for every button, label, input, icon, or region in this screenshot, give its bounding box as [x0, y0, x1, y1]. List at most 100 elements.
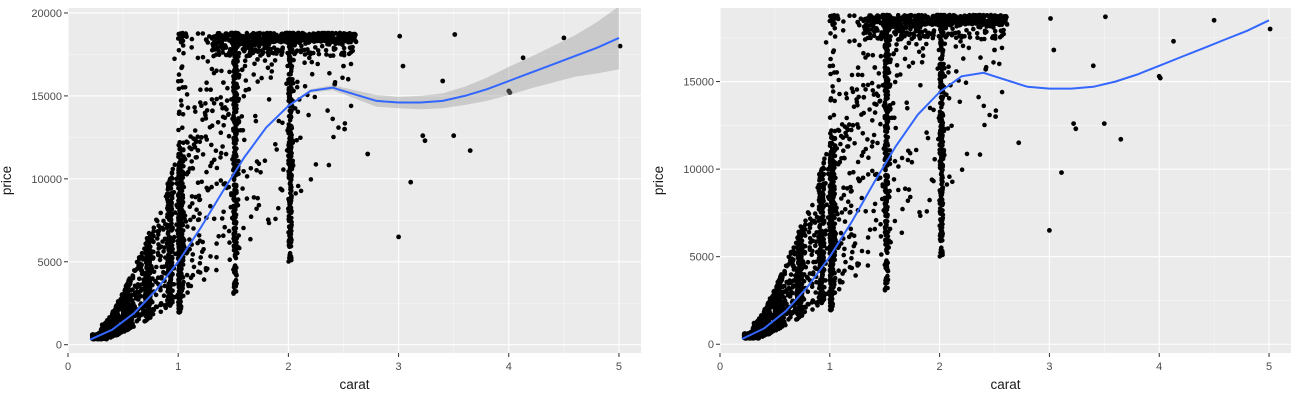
left-cloud-point	[169, 247, 174, 252]
right-cloud-point	[878, 121, 883, 127]
right-cloud-point	[828, 31, 833, 36]
left-cloud-point	[179, 103, 184, 108]
right-cloud-point	[891, 177, 897, 182]
left-ceiling-point	[260, 49, 266, 55]
left-cloud-point	[189, 45, 194, 50]
right-cloud-point	[786, 317, 791, 322]
right-cloud-point	[896, 164, 901, 169]
right-cloud-point	[976, 94, 981, 100]
left-cloud-point	[151, 229, 156, 234]
left-cloud-point	[188, 217, 193, 223]
left-cloud-point	[128, 297, 133, 302]
right-cloud-point	[896, 187, 901, 193]
left-x-axis-title: carat	[339, 377, 369, 392]
left-cloud-point	[165, 243, 171, 249]
left-cloud-point	[186, 152, 192, 158]
right-cloud-point	[859, 195, 865, 201]
left-stripe-point	[233, 246, 238, 251]
left-cloud-point	[269, 62, 275, 67]
left-data-point	[286, 206, 291, 212]
left-cloud-point	[195, 55, 201, 61]
left-stripe-point	[286, 216, 292, 222]
right-cloud-point	[876, 71, 882, 76]
left-cloud-point	[325, 108, 330, 113]
left-cloud-point	[199, 249, 205, 254]
left-cloud-point	[172, 162, 178, 167]
left-stripe-point	[287, 243, 293, 248]
left-cloud-point	[279, 187, 285, 193]
left-cloud-point	[137, 276, 142, 282]
left-cloud-point	[176, 127, 181, 133]
right-cloud-point	[824, 151, 829, 157]
left-cloud-point	[203, 267, 209, 273]
right-cloud-point	[863, 146, 869, 152]
left-stripe-point	[286, 259, 291, 264]
left-data-point	[164, 262, 170, 268]
right-cloud-point	[861, 50, 866, 56]
right-cloud-point	[872, 226, 878, 232]
left-cloud-point	[187, 237, 192, 242]
left-cloud-point	[213, 148, 219, 153]
right-cloud-point	[784, 287, 789, 293]
right-cloud-point	[812, 211, 818, 216]
left-ceiling-point	[323, 36, 328, 41]
left-data-point	[467, 148, 473, 154]
left-cloud-point	[254, 159, 260, 164]
right-cloud-point	[859, 248, 865, 254]
right-cloud-point	[906, 64, 912, 69]
left-cloud-point	[193, 109, 198, 114]
left-cloud-point	[205, 187, 211, 193]
left-cloud-point	[178, 98, 184, 103]
right-cloud-point	[843, 91, 849, 96]
left-cloud-point	[274, 147, 280, 152]
left-stripe-point	[234, 131, 239, 136]
left-ceiling-point	[220, 46, 226, 52]
left-data-point	[396, 234, 401, 240]
left-cloud-point	[169, 258, 174, 263]
right-cloud-point	[871, 208, 876, 214]
left-y-tick-label: 0	[56, 340, 62, 352]
left-data-point	[243, 35, 248, 41]
left-cloud-point	[161, 293, 167, 299]
left-ceiling-point	[325, 30, 330, 36]
left-data-point	[353, 38, 358, 44]
left-cloud-point	[212, 157, 217, 163]
left-stripe-point	[176, 310, 182, 315]
right-cloud-point	[836, 77, 841, 83]
left-ceiling-point	[222, 37, 228, 42]
left-cloud-point	[251, 195, 257, 200]
right-cloud-point	[847, 264, 853, 270]
left-data-point	[440, 78, 446, 84]
left-stripe-point	[233, 251, 239, 257]
left-data-point	[520, 55, 526, 61]
left-cloud-point	[190, 252, 196, 257]
left-cloud-point	[114, 303, 120, 309]
left-cloud-point	[241, 169, 246, 174]
left-cloud-point	[218, 155, 223, 160]
right-cloud-point	[849, 255, 854, 261]
right-cloud-point	[899, 230, 905, 236]
left-cloud-point	[158, 287, 163, 293]
left-cloud-point	[340, 75, 345, 81]
left-cloud-point	[195, 240, 200, 246]
left-cloud-point	[191, 264, 197, 270]
right-cloud-point	[828, 71, 833, 77]
right-cloud-point	[904, 100, 909, 105]
left-x-tick-label: 5	[616, 361, 622, 373]
left-cloud-point	[110, 312, 115, 318]
left-stripe-point	[232, 92, 238, 97]
left-data-point	[561, 35, 567, 41]
left-cloud-point	[281, 167, 286, 172]
left-cloud-point	[195, 31, 201, 36]
left-cloud-point	[148, 307, 153, 312]
left-cloud-point	[211, 101, 217, 106]
left-cloud-point	[189, 258, 195, 263]
left-cloud-point	[208, 163, 213, 169]
left-stripe-point	[233, 163, 239, 169]
left-cloud-point	[309, 59, 315, 65]
left-cloud-point	[160, 239, 165, 244]
left-cloud-point	[214, 254, 219, 260]
left-cloud-point	[220, 114, 226, 120]
left-cloud-point	[166, 185, 172, 191]
left-cloud-point	[158, 210, 163, 216]
